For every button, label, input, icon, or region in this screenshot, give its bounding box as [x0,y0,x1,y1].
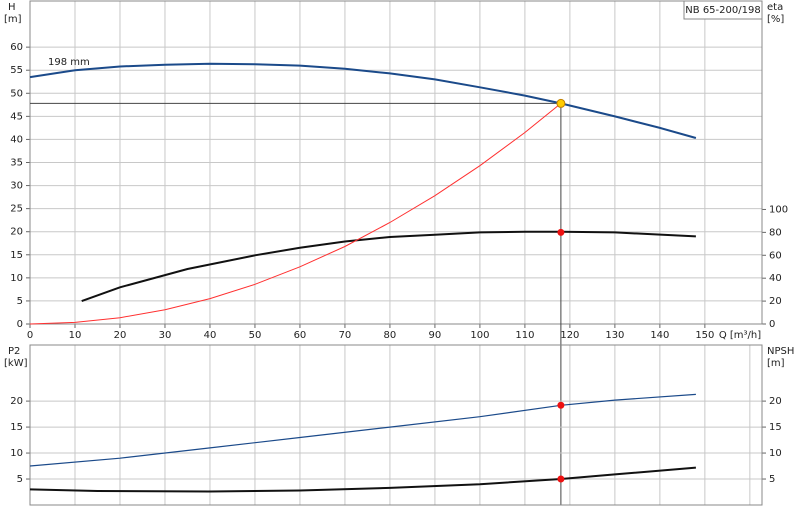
y-tick-label: 35 [10,158,23,169]
series-line [29,103,562,325]
y-tick-label: 60 [10,42,23,53]
series-line [29,466,696,493]
duty-point [556,98,566,108]
y-tick-label: 50 [10,88,23,99]
y-tick-label: 30 [10,181,23,192]
x-tick-label: 20 [114,330,127,341]
annotation: 198 mm [48,57,90,68]
marker [557,401,565,409]
x-tick-label: 150 [695,330,714,341]
y2-tick-label: 5 [769,474,775,485]
y-tick-label: 5 [17,296,23,307]
y2-label: NPSH [767,346,794,357]
y2-tick-label: 80 [769,227,782,238]
y-label: H [8,2,16,13]
x-tick-label: 80 [384,330,397,341]
y2-tick-label: 20 [769,296,782,307]
y-tick-label: 10 [10,448,23,459]
y2-tick-label: 10 [769,448,782,459]
x-tick-label: 50 [249,330,262,341]
y2-tick-label: 60 [769,250,782,261]
x-tick-label: 120 [560,330,579,341]
y-tick-label: 15 [10,250,23,261]
series-line [81,230,696,303]
y-tick-label: 15 [10,422,23,433]
y-tick-label: 10 [10,273,23,284]
y2-unit: [m] [767,358,785,369]
x-tick-label: 30 [159,330,172,341]
y2-tick-label: 100 [769,204,788,215]
x-tick-label: 130 [605,330,624,341]
x-tick-label: 40 [204,330,217,341]
y-tick-label: 0 [17,319,23,330]
series-line [29,393,696,467]
y-tick-label: 55 [10,65,23,76]
x-tick-label: 110 [515,330,534,341]
x-label: Q [m³/h] [719,330,761,341]
y-label: P2 [8,346,20,357]
y-tick-label: 20 [10,227,23,238]
y2-label: eta [767,2,783,13]
x-tick-label: 100 [470,330,489,341]
y2-unit: [%] [767,14,784,25]
marker [557,475,565,483]
marker [557,228,565,236]
title-box [683,0,763,20]
plot-frame [29,0,763,325]
y-unit: [kW] [4,358,28,369]
y2-tick-label: 20 [769,396,782,407]
plot-frame [29,344,763,506]
chart-title: NB 65-200/198 [685,5,760,16]
x-tick-label: 10 [69,330,82,341]
x-tick-label: 60 [294,330,307,341]
y2-tick-label: 40 [769,273,782,284]
x-tick-label: 0 [27,330,33,341]
y-unit: [m] [4,14,22,25]
x-tick-label: 90 [429,330,442,341]
y-tick-label: 20 [10,396,23,407]
x-tick-label: 140 [650,330,669,341]
y-tick-label: 25 [10,204,23,215]
series-line [29,62,697,139]
y-tick-label: 45 [10,111,23,122]
y2-tick-label: 0 [769,319,775,330]
y2-tick-label: 15 [769,422,782,433]
y-tick-label: 40 [10,134,23,145]
y-tick-label: 5 [17,474,23,485]
x-tick-label: 70 [339,330,352,341]
